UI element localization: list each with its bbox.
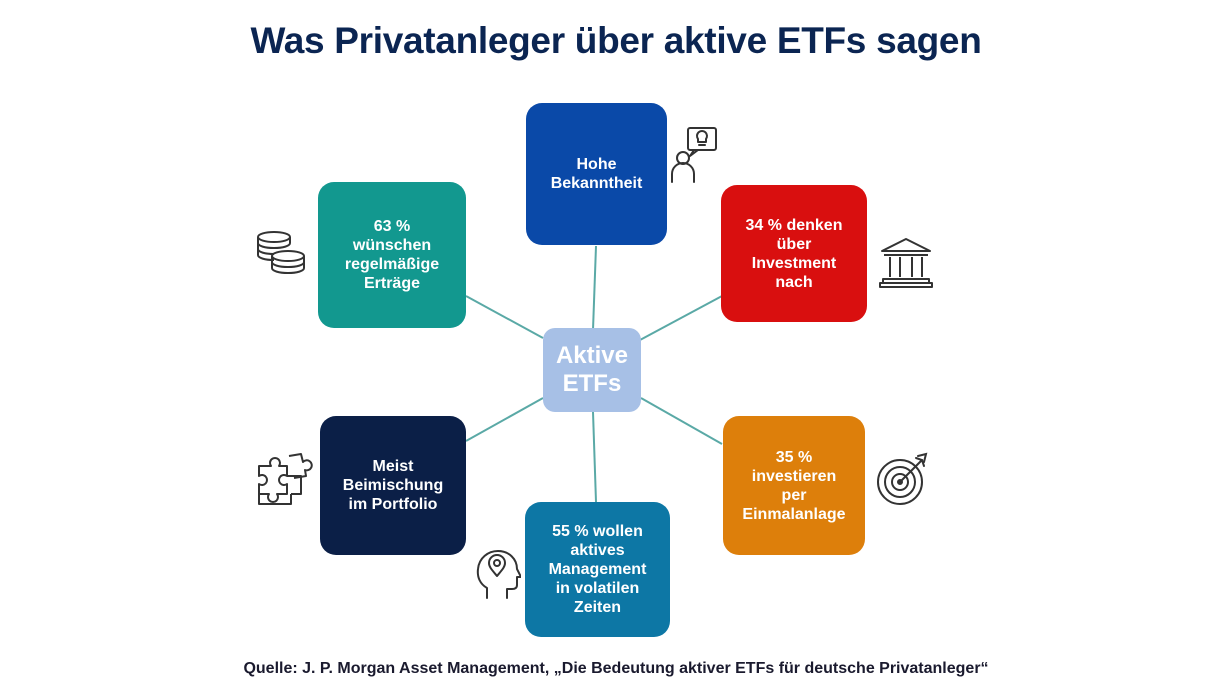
node-top-right: 34 % denken über Investment nach [721, 185, 867, 322]
connector-top [592, 245, 597, 331]
page-title: Was Privatanleger über aktive ETFs sagen [250, 20, 982, 61]
node-bottom-right: 35 % investieren per Einmalanlage [723, 416, 865, 555]
node-bottom-left: Meist Beimischung im Portfolio [320, 416, 466, 555]
bank-icon [878, 235, 934, 289]
node-bottom: 55 % wollen aktives Management in volati… [525, 502, 670, 637]
connector-bottom [592, 411, 597, 503]
coins-icon [252, 228, 310, 278]
source-caption: Quelle: J. P. Morgan Asset Management, „… [243, 660, 989, 677]
node-top-left-label: 63 % wünschen regelmäßige Erträge [344, 218, 440, 292]
node-top: Hohe Bekanntheit [526, 103, 667, 245]
person-idea-icon [668, 124, 722, 186]
head-location-icon [475, 548, 521, 600]
node-top-left: 63 % wünschen regelmäßige Erträge [318, 182, 466, 328]
center-label: Aktive ETFs [555, 342, 629, 397]
connector-top-right [639, 295, 723, 341]
puzzle-icon [255, 452, 313, 508]
connector-bottom-left [465, 397, 544, 442]
node-top-label: Hohe Bekanntheit [550, 156, 643, 192]
node-bottom-left-label: Meist Beimischung im Portfolio [342, 458, 444, 513]
target-icon [874, 452, 930, 508]
center-node: Aktive ETFs [543, 328, 641, 412]
node-bottom-right-label: 35 % investieren per Einmalanlage [742, 448, 846, 523]
connector-top-left [465, 295, 544, 339]
node-bottom-label: 55 % wollen aktives Management in volati… [548, 523, 647, 616]
node-top-right-label: 34 % denken über Investment nach [745, 216, 843, 291]
connector-bottom-right [640, 397, 723, 445]
